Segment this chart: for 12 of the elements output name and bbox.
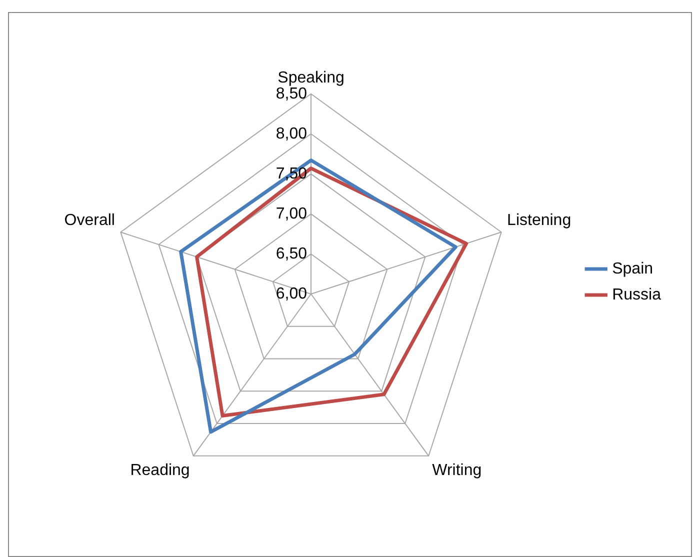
y-tick-label: 8,00 [276, 125, 308, 142]
legend-label: Russia [612, 286, 662, 304]
spoke-label: Listening [507, 212, 572, 230]
spoke-label: Writing [432, 462, 482, 479]
y-tick-label: 8,50 [276, 85, 308, 102]
y-tick-label: 6,50 [276, 245, 308, 262]
spoke-label: Speaking [278, 70, 344, 87]
spoke-label: Reading [130, 462, 190, 479]
spoke-label: Overall [64, 212, 115, 230]
y-tick-label: 6,00 [276, 285, 308, 302]
legend-label: Spain [612, 260, 654, 278]
y-tick-label: 7,00 [276, 205, 308, 222]
